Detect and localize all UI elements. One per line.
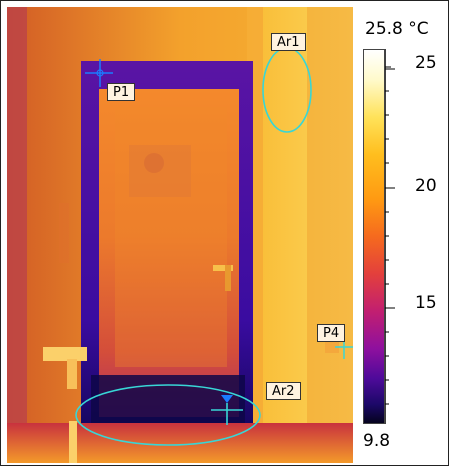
scale-tick-marks — [385, 49, 395, 424]
thermal-image: Ar1 P1 P4 Ar2 — [7, 7, 353, 463]
scale-min-label: 9.8 — [363, 431, 391, 451]
cold-threshold — [91, 375, 245, 423]
left-edge-shadow — [7, 7, 27, 463]
floor — [7, 423, 353, 463]
area-ar2-ellipse — [75, 384, 261, 446]
temperature-colorbar — [363, 49, 385, 424]
scale-tick-25: 25 — [415, 53, 437, 73]
scale-tick-20: 20 — [415, 176, 437, 196]
scale-tick-15: 15 — [415, 293, 437, 313]
point-p1-cross — [85, 59, 113, 87]
marker-label-ar2[interactable]: Ar2 — [266, 382, 301, 400]
left-wall-hook — [43, 347, 87, 361]
marker-label-ar1[interactable]: Ar1 — [271, 33, 306, 51]
left-wall-panel — [59, 203, 69, 263]
door-picture-detail — [144, 153, 164, 173]
left-wall-hook-stem — [67, 359, 77, 389]
marker-label-p4[interactable]: P4 — [317, 324, 346, 342]
scale-max-label: 25.8 °C — [365, 19, 429, 39]
marker-label-p1[interactable]: P1 — [107, 83, 136, 101]
door-handle — [213, 265, 233, 271]
door-panel — [99, 89, 239, 417]
door-handle-plate — [225, 265, 231, 291]
left-floor-item — [69, 421, 77, 463]
thermal-scene — [7, 7, 353, 463]
right-wall-corner — [307, 7, 353, 463]
cold-spot-marker — [211, 395, 243, 425]
